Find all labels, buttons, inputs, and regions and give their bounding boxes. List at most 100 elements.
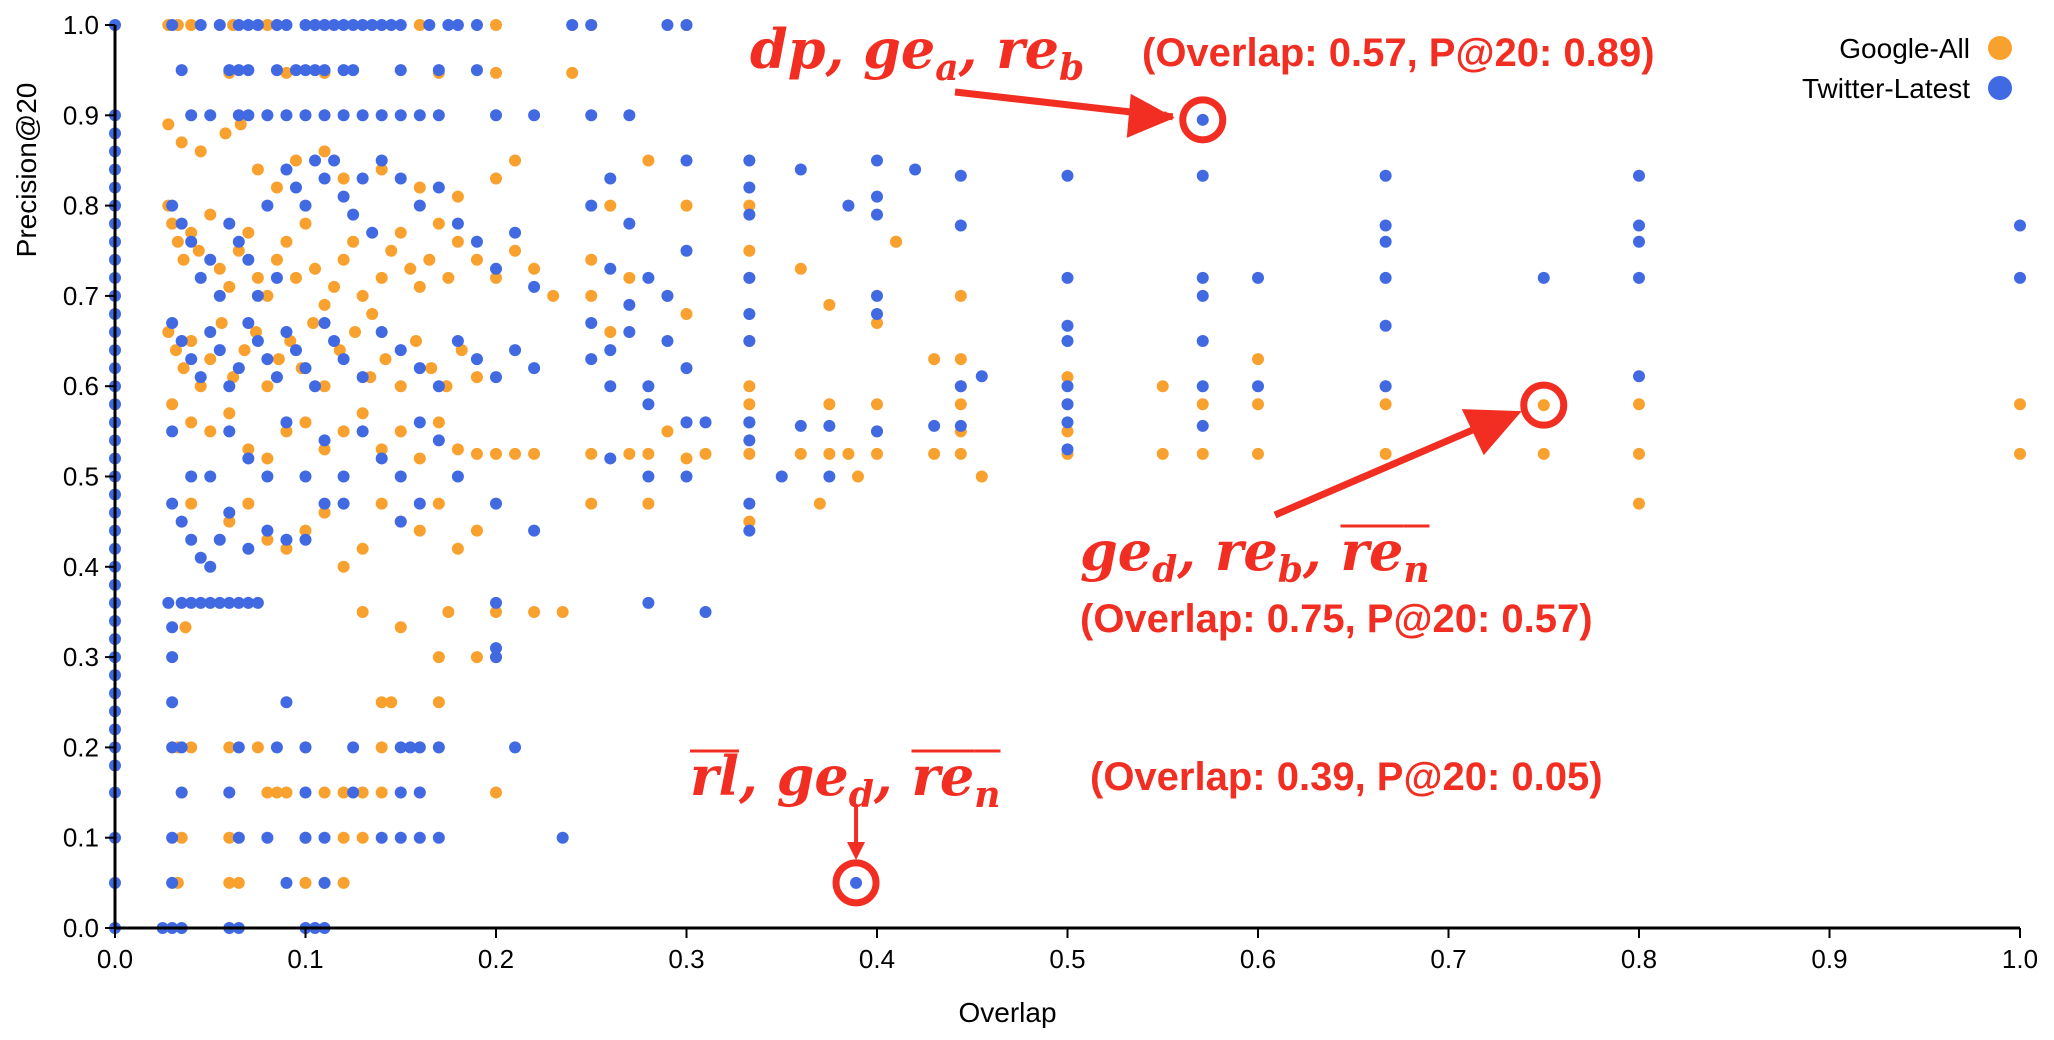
data-point xyxy=(375,831,388,844)
data-point xyxy=(219,127,232,140)
data-point xyxy=(1633,447,1645,460)
data-point xyxy=(251,289,264,302)
data-point xyxy=(954,447,967,460)
data-point xyxy=(215,316,228,329)
data-point xyxy=(166,425,179,438)
data-point xyxy=(375,696,388,709)
data-point xyxy=(223,515,236,528)
data-point xyxy=(451,443,464,456)
data-point xyxy=(347,786,360,799)
data-point xyxy=(356,605,369,618)
data-point xyxy=(432,217,445,230)
data-point xyxy=(204,109,217,122)
data-point xyxy=(699,605,712,618)
data-point xyxy=(232,64,245,77)
data-point xyxy=(204,596,217,609)
data-point xyxy=(242,316,255,329)
data-point xyxy=(166,19,179,31)
formula-part: d xyxy=(849,774,874,816)
data-point xyxy=(356,371,369,384)
data-point xyxy=(242,497,255,510)
data-point xyxy=(213,596,226,609)
data-point xyxy=(385,696,398,709)
data-point xyxy=(432,831,445,844)
data-point xyxy=(585,199,598,212)
data-point xyxy=(242,452,255,465)
data-point xyxy=(162,326,175,339)
annotation-formula: dp, gea, reb xyxy=(750,17,1084,89)
data-point xyxy=(1633,235,1645,248)
data-point xyxy=(954,419,967,432)
data-point xyxy=(661,19,674,31)
data-point xyxy=(623,109,636,122)
data-point xyxy=(213,289,226,302)
data-point xyxy=(242,443,255,456)
data-point xyxy=(347,64,360,77)
formula-part: , xyxy=(738,744,777,808)
data-point xyxy=(642,271,655,284)
data-point xyxy=(318,876,331,889)
formula-part: d xyxy=(1152,549,1177,591)
data-point xyxy=(272,353,285,366)
data-point xyxy=(261,452,274,465)
data-point xyxy=(337,353,350,366)
data-point xyxy=(251,335,264,348)
y-tick-label: 0.7 xyxy=(63,281,99,311)
data-point xyxy=(166,876,179,889)
data-point xyxy=(299,470,312,483)
data-point xyxy=(794,262,807,275)
data-point xyxy=(227,371,240,384)
data-point xyxy=(954,353,967,366)
arrowhead xyxy=(1461,409,1522,456)
data-point xyxy=(509,226,522,239)
data-point xyxy=(928,419,941,432)
data-point xyxy=(261,380,274,393)
data-point xyxy=(337,560,350,573)
data-point xyxy=(385,19,398,31)
data-point xyxy=(871,307,883,320)
data-point xyxy=(356,109,369,122)
data-point xyxy=(185,533,198,546)
data-point xyxy=(743,271,756,284)
data-point xyxy=(366,19,379,31)
data-point xyxy=(566,19,579,31)
data-point xyxy=(585,497,598,510)
data-point xyxy=(347,208,360,221)
data-point xyxy=(585,447,598,460)
data-point xyxy=(177,253,190,266)
data-point xyxy=(175,831,188,844)
data-point xyxy=(851,470,864,483)
data-point xyxy=(455,344,468,357)
formula-part: ge xyxy=(863,17,935,81)
data-point xyxy=(432,434,445,447)
data-point xyxy=(299,199,312,212)
data-point xyxy=(928,353,941,366)
data-point xyxy=(251,741,264,754)
data-point xyxy=(232,235,245,248)
formula-part: rl xyxy=(690,744,739,808)
data-point xyxy=(280,542,293,555)
data-point xyxy=(166,741,179,754)
y-tick-label: 0.0 xyxy=(63,913,99,943)
data-point xyxy=(642,154,655,167)
data-point xyxy=(299,217,312,230)
data-point xyxy=(261,786,274,799)
x-axis-ticks: 0.0 0.1 0.2 0.3 0.4 0.5 0.6 0.7 0.8 0.9 1.0 xyxy=(97,928,2038,974)
data-point xyxy=(409,335,422,348)
data-point xyxy=(223,64,236,77)
data-point xyxy=(299,362,312,375)
data-point xyxy=(1061,425,1074,438)
data-point xyxy=(585,353,598,366)
data-point xyxy=(309,380,322,393)
data-point xyxy=(375,163,388,176)
data-point xyxy=(171,235,184,248)
data-point xyxy=(743,497,756,510)
data-point xyxy=(490,642,502,655)
data-point xyxy=(451,190,464,203)
data-point xyxy=(261,199,274,212)
data-point xyxy=(871,289,883,302)
data-point xyxy=(871,398,883,411)
data-point xyxy=(328,335,341,348)
data-point xyxy=(284,335,297,348)
data-point xyxy=(185,19,198,31)
